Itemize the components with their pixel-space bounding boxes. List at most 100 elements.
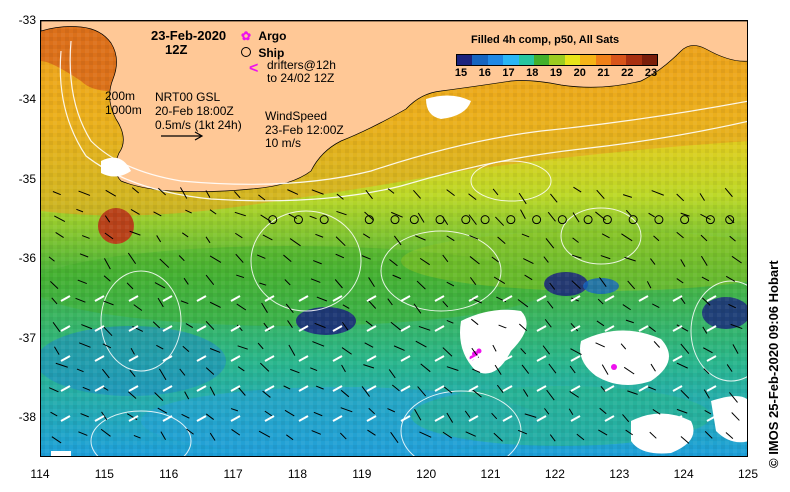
current-vector	[55, 362, 68, 368]
credit-text: © IMOS 25-Feb-2020 09:06 Hobart	[766, 260, 781, 468]
colorbar-swatch	[580, 55, 596, 65]
current-vector	[205, 321, 215, 330]
current-vector	[209, 348, 221, 353]
wind-vector	[434, 385, 445, 392]
x-tick-label: 125	[737, 467, 759, 481]
current-vector	[464, 410, 471, 418]
wind-vector	[400, 355, 411, 362]
current-vector	[236, 324, 243, 332]
wind-label-2: 23-Feb 12:00Z	[265, 123, 344, 137]
current-vector	[726, 364, 733, 372]
colorbar-tick-label: 19	[549, 67, 563, 79]
current-vector	[732, 344, 739, 354]
wind-vector	[162, 415, 173, 422]
current-vector	[209, 209, 217, 215]
current-vector	[472, 368, 481, 373]
current-vector	[160, 431, 166, 440]
current-vector	[680, 343, 690, 354]
current-vector	[126, 413, 138, 421]
wind-vector	[706, 325, 717, 332]
wind-vector	[264, 355, 275, 362]
current-vector	[392, 384, 400, 392]
current-vector	[315, 233, 324, 238]
current-vector	[283, 254, 292, 262]
wind-vector	[706, 385, 717, 392]
current-vector	[362, 233, 371, 239]
colorbar-swatch	[595, 55, 611, 65]
current-vector	[54, 215, 66, 222]
drifter-symbol-icon: <	[249, 60, 259, 77]
current-vector	[154, 392, 164, 401]
sst-map[interactable]: 23-Feb-2020 12Z ✿ Argo Ship < drifters@1…	[40, 20, 748, 457]
current-vector	[368, 407, 375, 415]
wind-vector	[672, 355, 683, 362]
wind-vector	[230, 295, 241, 302]
current-vector	[601, 364, 609, 375]
current-vector	[442, 385, 453, 394]
wind-vector	[706, 415, 717, 422]
colorbar-tick-label: 15	[454, 67, 468, 79]
current-vector	[335, 236, 346, 247]
current-vector	[419, 257, 430, 266]
current-vector	[79, 253, 89, 258]
wind-vector	[400, 295, 411, 302]
current-vector	[493, 276, 506, 284]
ship-station-marker	[293, 215, 303, 225]
current-vector	[126, 282, 134, 290]
current-vector	[76, 208, 84, 213]
current-vector	[129, 230, 141, 236]
current-vector	[572, 212, 580, 223]
wind-vector	[570, 355, 581, 362]
current-vector	[231, 429, 241, 436]
current-vector	[517, 299, 529, 308]
current-vector	[546, 389, 555, 401]
current-vector	[361, 386, 370, 397]
isobath-200m-label: 200m	[105, 89, 136, 103]
current-vector	[625, 429, 633, 436]
current-vector	[420, 363, 431, 373]
current-vector	[729, 235, 736, 242]
current-vector	[653, 341, 661, 348]
wind-vector	[366, 295, 377, 302]
current-vector	[521, 233, 530, 238]
argo-floats	[469, 348, 617, 370]
wind-vector	[196, 355, 207, 362]
wind-vector	[570, 295, 581, 302]
current-vector	[725, 432, 734, 439]
colorbar-tick-label: 18	[526, 67, 539, 79]
x-tick-label: 119	[352, 467, 372, 481]
current-vector	[283, 385, 291, 390]
wind-vector	[672, 325, 683, 332]
current-vector	[570, 348, 582, 355]
current-vector	[518, 192, 527, 205]
current-vector	[620, 343, 627, 350]
wind-vector	[332, 385, 343, 392]
wind-vector	[366, 355, 377, 362]
current-vector	[262, 390, 271, 398]
current-vector	[286, 434, 294, 441]
colorbar-swatch	[641, 55, 658, 65]
current-vector	[205, 190, 211, 198]
current-vector	[289, 238, 301, 247]
current-vector	[702, 297, 711, 306]
current-vector	[342, 304, 350, 309]
current-vector	[472, 389, 482, 398]
current-vector	[725, 275, 736, 282]
current-vector	[446, 319, 454, 324]
wind-vector	[536, 295, 547, 302]
wind-vector	[638, 355, 649, 362]
colorbar-swatch	[472, 55, 488, 65]
legend-ship: Ship	[241, 47, 284, 60]
current-vector	[365, 320, 373, 327]
current-vector	[236, 303, 247, 311]
current-vector	[522, 389, 529, 397]
current-vector	[544, 319, 552, 328]
current-vector	[568, 408, 574, 416]
x-tick-label: 116	[159, 467, 179, 481]
current-vector	[341, 347, 352, 355]
wind-vector	[570, 385, 581, 392]
current-vector	[105, 189, 117, 197]
y-tick-label: -34	[18, 92, 36, 107]
wind-vector	[94, 415, 105, 422]
current-vector	[310, 278, 321, 283]
